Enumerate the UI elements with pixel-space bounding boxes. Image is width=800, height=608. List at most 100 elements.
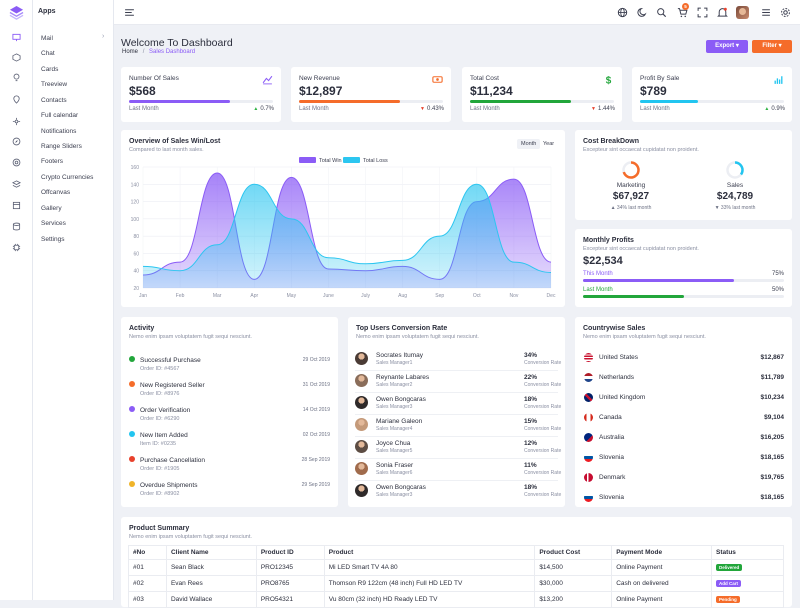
layers-logo-icon[interactable] xyxy=(9,5,24,20)
sidebar-item-mail[interactable]: Mail xyxy=(41,35,53,42)
sidebar-item-crypto-currencies[interactable]: Crypto Currencies xyxy=(41,174,94,181)
moon-icon[interactable] xyxy=(637,7,648,18)
fullscreen-icon[interactable] xyxy=(697,7,708,18)
x-tick-label: Oct xyxy=(473,293,481,299)
sidebar-item-gallery[interactable]: Gallery xyxy=(41,205,62,212)
gear-icon[interactable] xyxy=(780,7,791,18)
activity-title[interactable]: Successful Purchase xyxy=(140,357,201,364)
trend-arrow-icon: ▼ xyxy=(591,106,596,112)
stat-sub-label: Last Month xyxy=(640,106,670,112)
cost-label: Sales xyxy=(726,182,744,189)
user-conversion-pct: 15% xyxy=(524,418,538,425)
sidebar-item-treeview[interactable]: Treeview xyxy=(41,81,68,88)
column-header[interactable]: Payment Mode xyxy=(611,545,713,560)
sidebar-item-notifications[interactable]: Notifications xyxy=(41,128,77,135)
column-header[interactable]: Status xyxy=(711,545,784,560)
flag-icon xyxy=(584,393,593,402)
row-divider xyxy=(355,436,558,437)
user-conversion-label: Conversion Rate xyxy=(524,404,562,410)
search-icon[interactable] xyxy=(656,7,667,18)
tab-month[interactable]: Month xyxy=(517,139,541,149)
compass-icon[interactable] xyxy=(12,137,21,146)
activity-title[interactable]: Purchase Cancellation xyxy=(140,457,206,464)
filter-button[interactable]: Filter ▾ xyxy=(752,40,792,53)
database-icon[interactable] xyxy=(12,222,21,231)
user-avatar xyxy=(355,352,368,365)
column-header[interactable]: Product xyxy=(323,545,536,560)
column-header[interactable]: #No xyxy=(128,545,167,560)
user-name[interactable]: Joyce Chua xyxy=(376,440,411,447)
y-tick-label: 40 xyxy=(133,269,139,275)
user-name[interactable]: Sonia Fraser xyxy=(376,462,414,469)
stat-change: ▼ 1.44% xyxy=(591,106,615,112)
tab-year[interactable]: Year xyxy=(543,141,555,147)
sidebar-item-footers[interactable]: Footers xyxy=(41,158,64,165)
flag-icon xyxy=(584,413,593,422)
sidebar-item-offcanvas[interactable]: Offcanvas xyxy=(41,189,71,196)
table-cell: PRO8765 xyxy=(255,575,325,592)
cost-change: ▼ 33% last month xyxy=(714,205,756,211)
user-name[interactable]: Owen Bongcaras xyxy=(376,396,426,403)
lightbulb-icon[interactable] xyxy=(12,73,21,82)
breadcrumb-home[interactable]: Home xyxy=(122,49,139,55)
chevron-right-icon[interactable]: › xyxy=(102,33,105,40)
stat-sub-label: Last Month xyxy=(470,106,500,112)
monitor-icon[interactable] xyxy=(12,33,21,42)
top-users-card: Top Users Conversion Rate Nemo enim ipsa… xyxy=(348,317,565,507)
user-name[interactable]: Mariane Galeon xyxy=(376,418,423,425)
activity-card: Activity Nemo enim ipsam voluptatem fugi… xyxy=(121,317,338,507)
user-name[interactable]: Socrates Itumay xyxy=(376,352,423,359)
settings-icon[interactable] xyxy=(12,117,21,126)
menu-icon[interactable] xyxy=(124,7,135,18)
y-tick-label: 100 xyxy=(131,217,140,223)
sidebar-item-contacts[interactable]: Contacts xyxy=(41,97,67,104)
globe-icon[interactable] xyxy=(617,7,628,18)
x-tick-label: July xyxy=(361,293,370,299)
status-badge: Add Cart xyxy=(716,580,742,587)
cart-icon[interactable] xyxy=(677,7,688,18)
country-sales-value: $18,165 xyxy=(760,494,785,501)
breadcrumb-separator: / xyxy=(142,49,145,55)
activity-title[interactable]: New Item Added xyxy=(140,432,188,439)
table-cell: #01 xyxy=(128,559,167,576)
bell-icon[interactable] xyxy=(717,7,728,18)
table-cell: Cash on delivered xyxy=(611,575,713,592)
stat-change-value: 0.9% xyxy=(771,106,785,112)
table-row[interactable]: #01 Sean Black PRO12345 Mi LED Smart TV 4A … xyxy=(128,559,784,576)
donut-progress xyxy=(726,161,744,179)
column-header[interactable]: Client Name xyxy=(165,545,257,560)
layers-icon[interactable] xyxy=(12,180,21,189)
map-pin-icon[interactable] xyxy=(12,95,21,104)
activity-title[interactable]: Overdue Shipments xyxy=(140,482,198,489)
sidebar-item-services[interactable]: Services xyxy=(41,220,66,227)
activity-sub: Order ID: #4567 xyxy=(140,366,180,372)
activity-title[interactable]: Order Verification xyxy=(140,407,191,414)
sidebar-item-range-sliders[interactable]: Range Sliders xyxy=(41,143,82,150)
country-sales-value: $12,867 xyxy=(760,354,785,361)
user-avatar xyxy=(355,440,368,453)
flag-icon xyxy=(584,373,593,382)
activity-title[interactable]: New Registered Seller xyxy=(140,382,205,389)
cpu-icon[interactable] xyxy=(12,243,21,252)
user-role: Sales Manager6 xyxy=(376,470,413,476)
sidebar-item-chat[interactable]: Chat xyxy=(41,50,55,57)
user-name[interactable]: Reynante Labares xyxy=(376,374,430,381)
sidebar-item-full-calendar[interactable]: Full calendar xyxy=(41,112,79,119)
column-header[interactable]: Product ID xyxy=(255,545,325,560)
sidebar-item-cards[interactable]: Cards xyxy=(41,66,59,73)
package-icon[interactable] xyxy=(12,201,21,210)
table-row[interactable]: #02 Evan Rees PRO8765 Thomson R9 122cm (48 … xyxy=(128,575,784,592)
export-button[interactable]: Export ▾ xyxy=(706,40,748,53)
money-icon xyxy=(432,76,443,83)
user-conversion-label: Conversion Rate xyxy=(524,426,562,432)
sales-area-chart: 20 40 60 80 100 120 140 160 Jan Feb Mar Apr May June J… xyxy=(131,157,556,299)
box-icon[interactable] xyxy=(12,53,21,62)
stat-label: New Revenue xyxy=(299,75,340,82)
user-name[interactable]: Owen Bongcaras xyxy=(376,484,426,491)
sidebar-item-settings[interactable]: Settings xyxy=(41,236,65,243)
list-icon[interactable] xyxy=(760,7,771,18)
column-header[interactable]: Product Cost xyxy=(534,545,613,560)
aperture-icon[interactable] xyxy=(12,158,21,167)
avatar[interactable] xyxy=(736,6,749,19)
breadcrumb-current: Sales Dashboard xyxy=(149,49,196,55)
